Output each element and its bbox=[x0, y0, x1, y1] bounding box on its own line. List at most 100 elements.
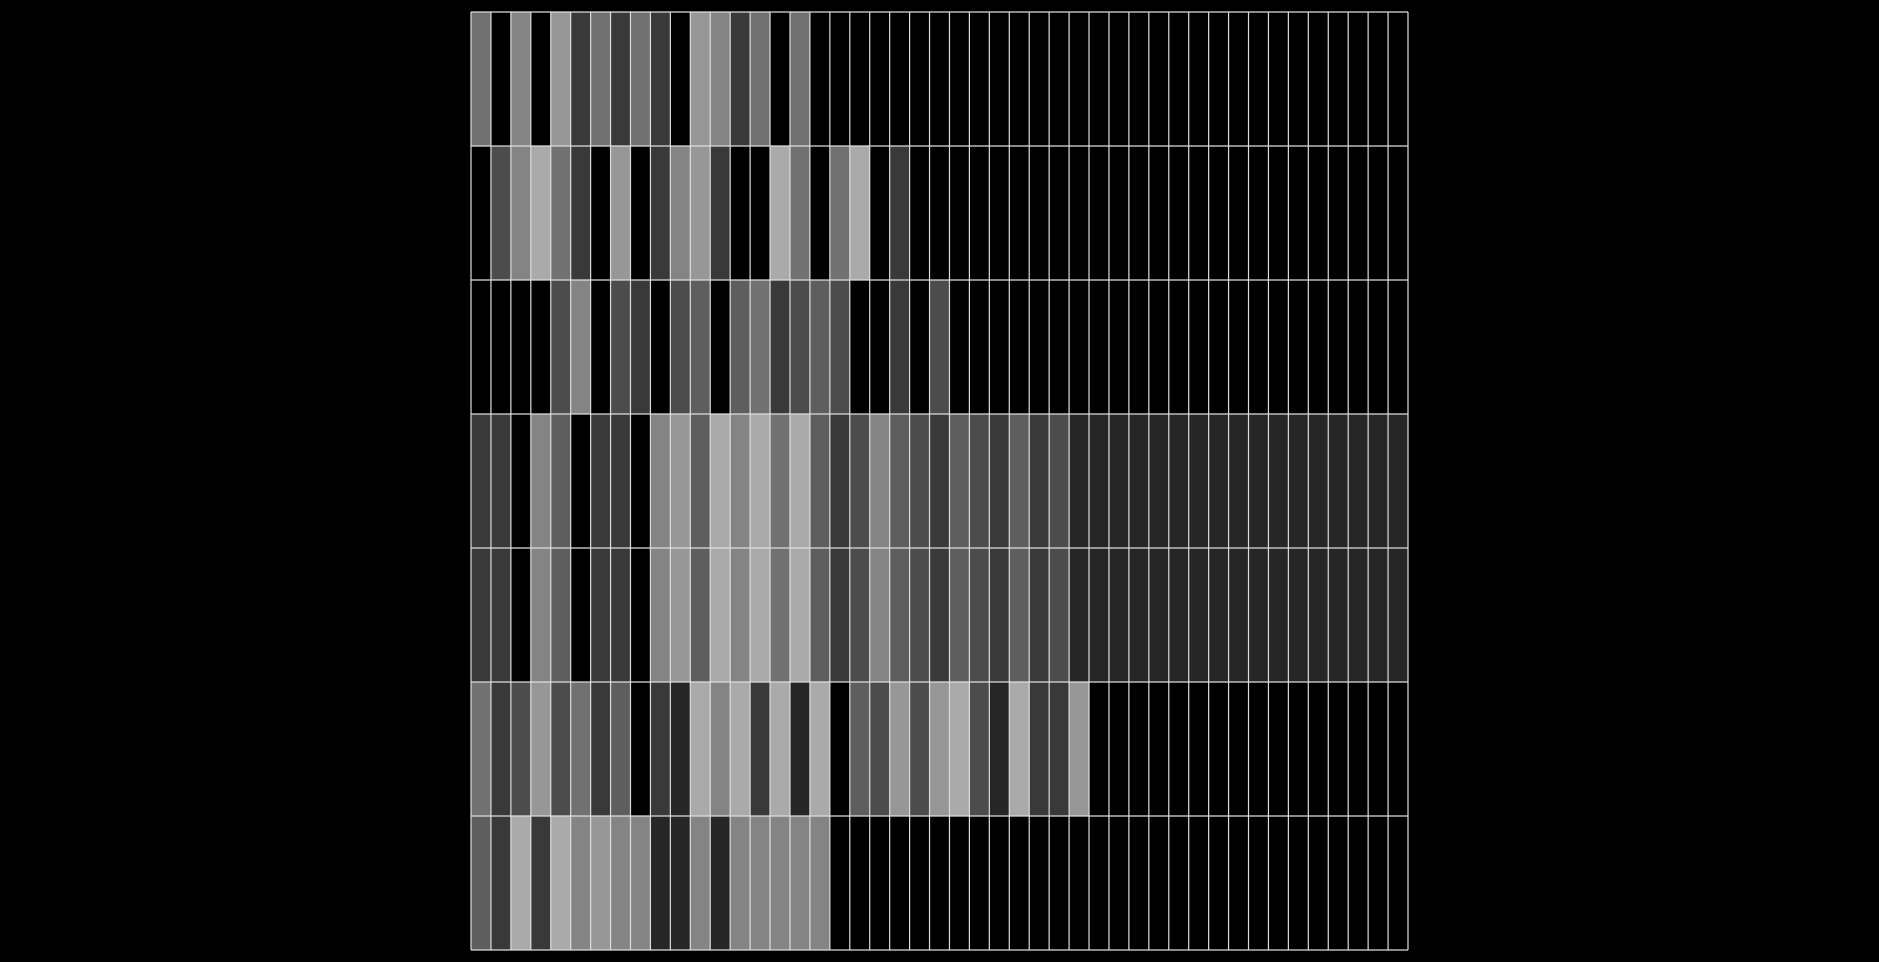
heatmap-cell-r5-c13 bbox=[730, 682, 751, 817]
heatmap-cell-r0-c38 bbox=[1228, 12, 1249, 147]
heatmap-cell-r3-c20 bbox=[869, 414, 890, 549]
heatmap-cell-r6-c5 bbox=[570, 816, 591, 951]
heatmap-cell-r3-c15 bbox=[770, 414, 791, 549]
heatmap-cell-r4-c7 bbox=[610, 548, 631, 683]
heatmap-cell-r3-c34 bbox=[1148, 414, 1170, 549]
heatmap-cell-r4-c14 bbox=[750, 548, 771, 683]
heatmap-cell-r5-c46 bbox=[1388, 682, 1409, 817]
heatmap-cell-r0-c46 bbox=[1388, 12, 1409, 147]
heatmap-cell-r5-c21 bbox=[889, 682, 910, 817]
heatmap-cell-r2-c21 bbox=[889, 280, 910, 415]
heatmap-cell-r3-c25 bbox=[969, 414, 990, 549]
heatmap-cell-r3-c31 bbox=[1089, 414, 1110, 549]
heatmap-cell-r5-c3 bbox=[530, 682, 552, 817]
heatmap-cell-r3-c33 bbox=[1128, 414, 1150, 549]
heatmap-cell-r4-c27 bbox=[1009, 548, 1030, 683]
heatmap-cell-r1-c31 bbox=[1089, 146, 1110, 281]
heatmap-cell-r1-c17 bbox=[809, 146, 831, 281]
heatmap-cell-r5-c15 bbox=[770, 682, 791, 817]
heatmap-cell-r5-c26 bbox=[989, 682, 1010, 817]
heatmap-cell-r3-c10 bbox=[670, 414, 691, 549]
heatmap-cell-r2-c24 bbox=[949, 280, 970, 415]
heatmap-cell-r6-c10 bbox=[670, 816, 691, 951]
heatmap-cell-r2-c10 bbox=[670, 280, 691, 415]
heatmap-cell-r2-c18 bbox=[829, 280, 851, 415]
heatmap-cell-r4-c8 bbox=[630, 548, 651, 683]
heatmap-cell-r3-c38 bbox=[1228, 414, 1249, 549]
heatmap-cell-r3-c29 bbox=[1049, 414, 1070, 549]
heatmap-cell-r2-c3 bbox=[530, 280, 552, 415]
heatmap-cell-r1-c15 bbox=[770, 146, 791, 281]
heatmap-cell-r0-c6 bbox=[590, 12, 611, 147]
heatmap-cell-r4-c0 bbox=[471, 548, 492, 683]
heatmap-cell-r2-c44 bbox=[1348, 280, 1369, 415]
heatmap-cell-r1-c40 bbox=[1268, 146, 1289, 281]
heatmap-cell-r3-c6 bbox=[590, 414, 611, 549]
heatmap-cell-r2-c20 bbox=[869, 280, 890, 415]
heatmap-cell-r4-c17 bbox=[809, 548, 831, 683]
heatmap-cell-r3-c46 bbox=[1388, 414, 1409, 549]
heatmap-cell-r5-c23 bbox=[929, 682, 950, 817]
heatmap-cell-r1-c11 bbox=[690, 146, 711, 281]
heatmap-cell-r2-c37 bbox=[1208, 280, 1229, 415]
heatmap-cell-r6-c39 bbox=[1248, 816, 1269, 951]
heatmap-cell-r6-c22 bbox=[909, 816, 930, 951]
heatmap-cell-r2-c0 bbox=[471, 280, 492, 415]
heatmap-cell-r2-c6 bbox=[590, 280, 611, 415]
heatmap-cell-r4-c41 bbox=[1288, 548, 1309, 683]
heatmap-cell-r5-c40 bbox=[1268, 682, 1289, 817]
heatmap-cell-r0-c40 bbox=[1268, 12, 1289, 147]
heatmap-cell-r2-c11 bbox=[690, 280, 711, 415]
heatmap-cell-r1-c20 bbox=[869, 146, 890, 281]
heatmap-cell-r4-c5 bbox=[570, 548, 591, 683]
heatmap-cell-r6-c29 bbox=[1049, 816, 1070, 951]
heatmap-cell-r3-c16 bbox=[789, 414, 811, 549]
heatmap-cell-r5-c6 bbox=[590, 682, 611, 817]
heatmap-cell-r5-c22 bbox=[909, 682, 930, 817]
heatmap-cell-r0-c28 bbox=[1029, 12, 1050, 147]
heatmap-cell-r3-c40 bbox=[1268, 414, 1289, 549]
heatmap-cell-r0-c32 bbox=[1108, 12, 1130, 147]
heatmap-cell-r6-c28 bbox=[1029, 816, 1050, 951]
heatmap-cell-r6-c13 bbox=[730, 816, 751, 951]
heatmap-cell-r2-c25 bbox=[969, 280, 990, 415]
heatmap-cell-r2-c29 bbox=[1049, 280, 1070, 415]
heatmap-cell-r0-c4 bbox=[550, 12, 571, 147]
heatmap-cell-r2-c32 bbox=[1108, 280, 1130, 415]
heatmap-cell-r2-c5 bbox=[570, 280, 591, 415]
heatmap-cell-r6-c42 bbox=[1308, 816, 1329, 951]
heatmap-cell-r3-c5 bbox=[570, 414, 591, 549]
heatmap-cell-r5-c10 bbox=[670, 682, 691, 817]
heatmap-cell-r2-c8 bbox=[630, 280, 651, 415]
heatmap-cell-r5-c32 bbox=[1108, 682, 1130, 817]
heatmap-cell-r1-c7 bbox=[610, 146, 631, 281]
heatmap-cell-r2-c23 bbox=[929, 280, 950, 415]
heatmap-cell-r4-c6 bbox=[590, 548, 611, 683]
heatmap-cell-r6-c9 bbox=[650, 816, 671, 951]
heatmap-cell-r5-c28 bbox=[1029, 682, 1050, 817]
heatmap-cell-r3-c14 bbox=[750, 414, 771, 549]
heatmap-cell-r6-c31 bbox=[1089, 816, 1110, 951]
heatmap-cell-r3-c9 bbox=[650, 414, 671, 549]
heatmap-cell-r1-c1 bbox=[490, 146, 512, 281]
heatmap-cell-r6-c34 bbox=[1148, 816, 1170, 951]
heatmap-cell-r0-c29 bbox=[1049, 12, 1070, 147]
heatmap-cell-r6-c15 bbox=[770, 816, 791, 951]
heatmap-cell-r2-c45 bbox=[1368, 280, 1389, 415]
heatmap-cell-r4-c13 bbox=[730, 548, 751, 683]
heatmap-cell-r6-c18 bbox=[829, 816, 851, 951]
heatmap-cell-r2-c19 bbox=[849, 280, 871, 415]
heatmap-cell-r3-c32 bbox=[1108, 414, 1130, 549]
heatmap-cell-r1-c6 bbox=[590, 146, 611, 281]
heatmap-cell-r2-c15 bbox=[770, 280, 791, 415]
heatmap-cell-r5-c20 bbox=[869, 682, 890, 817]
heatmap-cell-r4-c39 bbox=[1248, 548, 1269, 683]
heatmap-cell-r1-c44 bbox=[1348, 146, 1369, 281]
heatmap-cell-r3-c11 bbox=[690, 414, 711, 549]
heatmap-cell-r2-c34 bbox=[1148, 280, 1170, 415]
heatmap-cell-r2-c42 bbox=[1308, 280, 1329, 415]
heatmap-cell-r2-c14 bbox=[750, 280, 771, 415]
heatmap-cell-r4-c23 bbox=[929, 548, 950, 683]
heatmap-cell-r0-c9 bbox=[650, 12, 671, 147]
